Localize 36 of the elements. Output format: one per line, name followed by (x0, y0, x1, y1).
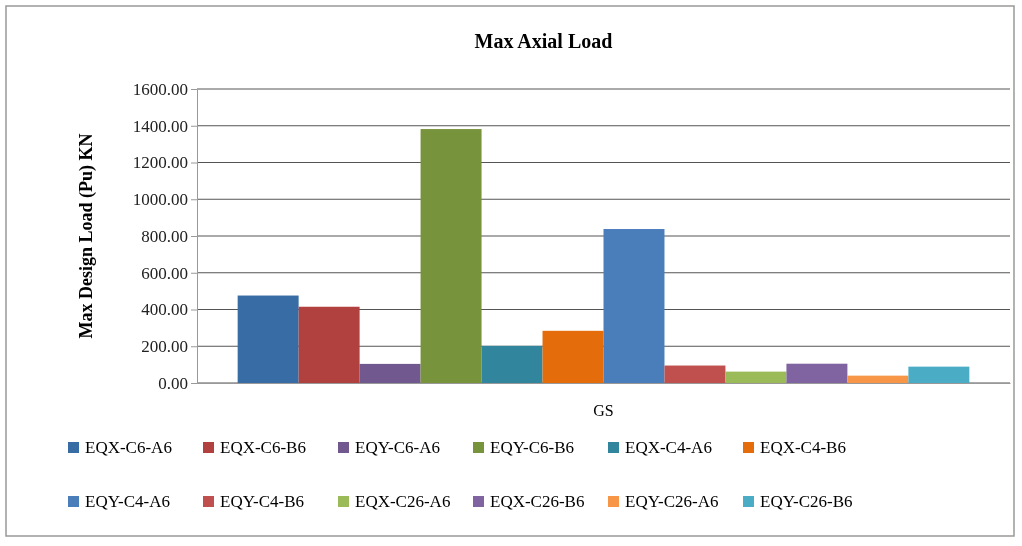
legend-label: EQX-C6-A6 (85, 438, 172, 457)
y-tick-label: 600.00 (141, 263, 188, 283)
legend-label: EQX-C4-B6 (760, 438, 846, 457)
bar (420, 129, 482, 383)
bar (298, 306, 360, 383)
bar (359, 363, 421, 383)
y-tick-label: 1000.00 (132, 190, 188, 210)
chart-title: Max Axial Load (474, 30, 613, 52)
bar (481, 345, 543, 383)
bar (664, 365, 726, 383)
legend-label: EQX-C6-B6 (220, 438, 306, 457)
legend-label: EQX-C4-A6 (625, 438, 712, 457)
x-axis-title: GS (593, 402, 614, 419)
y-tick-label: 1400.00 (132, 116, 188, 136)
y-tick-label: 0.00 (158, 373, 188, 393)
y-axis-title: Max Design Load (Pu) KN (76, 133, 97, 339)
y-tick-label: 1600.00 (132, 79, 188, 99)
bar (542, 330, 604, 383)
bar (908, 366, 970, 383)
legend-label: EQX-C26-A6 (355, 492, 451, 511)
y-tick-label: 800.00 (141, 226, 188, 246)
y-tick-label: 400.00 (141, 300, 188, 320)
legend-label: EQY-C4-B6 (220, 492, 305, 511)
legend-label: EQY-C4-A6 (85, 492, 170, 511)
bar (847, 375, 909, 383)
legend-label: EQY-C26-B6 (760, 492, 853, 511)
bar (786, 363, 848, 383)
legend-label: EQY-C6-A6 (355, 438, 440, 457)
legend-label: EQY-C6-B6 (490, 438, 575, 457)
legend-label: EQY-C26-A6 (625, 492, 719, 511)
bar (603, 229, 665, 383)
bar (725, 371, 787, 383)
y-tick-label: 200.00 (141, 337, 188, 357)
bar (237, 295, 299, 383)
y-tick-label: 1200.00 (132, 153, 188, 173)
legend-label: EQX-C26-B6 (490, 492, 585, 511)
